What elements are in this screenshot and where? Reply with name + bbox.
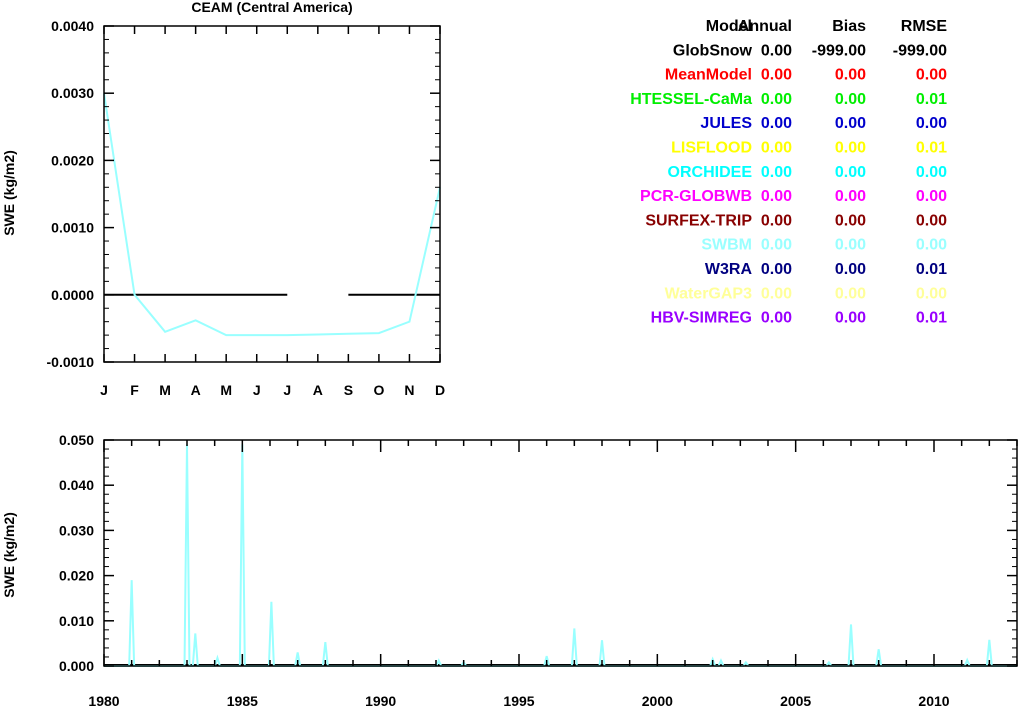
legend-bias: -999.00 bbox=[812, 42, 866, 59]
top-series-group bbox=[103, 93, 441, 337]
legend-model: SURFEX-TRIP bbox=[645, 212, 752, 229]
top-x-tick-label: O bbox=[373, 382, 384, 398]
legend-annual: 0.00 bbox=[761, 285, 792, 302]
top-y-axis-label: SWE (kg/m2) bbox=[1, 150, 17, 236]
legend-model: WaterGAP3 bbox=[665, 285, 753, 302]
bottom-y-tick-label: 0.040 bbox=[59, 477, 94, 493]
top-x-tick-label: M bbox=[159, 382, 171, 398]
top-x-tick-label: D bbox=[435, 382, 445, 398]
legend-annual: 0.00 bbox=[761, 261, 792, 278]
legend-bias: 0.00 bbox=[835, 212, 866, 229]
bottom-plot-frame bbox=[103, 439, 1018, 667]
legend-model: PCR-GLOBWB bbox=[640, 188, 752, 205]
bottom-x-tick-label: 1995 bbox=[503, 693, 534, 709]
legend-rmse: 0.01 bbox=[916, 140, 947, 157]
top-x-tick-label: N bbox=[404, 382, 414, 398]
legend-annual: 0.00 bbox=[761, 115, 792, 132]
bottom-x-tick-label: 2010 bbox=[918, 693, 949, 709]
bottom-x-tick-label: 2000 bbox=[642, 693, 673, 709]
legend-header-rmse: RMSE bbox=[901, 18, 948, 35]
legend-bias: 0.00 bbox=[835, 261, 866, 278]
legend-model: LISFLOOD bbox=[671, 140, 752, 157]
legend-header-bias: Bias bbox=[832, 18, 866, 35]
legend-annual: 0.00 bbox=[761, 67, 792, 84]
legend-model: W3RA bbox=[705, 261, 753, 278]
legend-rmse: 0.00 bbox=[916, 285, 947, 302]
legend-model: HTESSEL-CaMa bbox=[630, 91, 752, 108]
legend-rmse: 0.00 bbox=[916, 237, 947, 254]
top-x-tick-label: J bbox=[283, 382, 291, 398]
bottom-y-tick-label: 0.030 bbox=[59, 522, 94, 538]
chart-title: CEAM (Central America) bbox=[191, 0, 352, 15]
legend-bias: 0.00 bbox=[835, 285, 866, 302]
legend-rmse: 0.00 bbox=[916, 164, 947, 181]
top-x-tick-label: A bbox=[313, 382, 323, 398]
legend-bias: 0.00 bbox=[835, 115, 866, 132]
legend-model: SWBM bbox=[701, 237, 752, 254]
monthly-climatology-chart: CEAM (Central America) SWE (kg/m2) J F M A M… bbox=[1, 0, 445, 398]
top-plot-frame bbox=[103, 25, 441, 363]
legend-rmse: 0.00 bbox=[916, 67, 947, 84]
legend-rmse: 0.01 bbox=[916, 261, 947, 278]
legend-model: JULES bbox=[700, 115, 752, 132]
top-y-tick-label: -0.0010 bbox=[47, 354, 95, 370]
legend-header-annual: Annual bbox=[738, 18, 792, 35]
legend-annual: 0.00 bbox=[761, 42, 792, 59]
bottom-series-line-swbm bbox=[104, 444, 1017, 667]
legend-annual: 0.00 bbox=[761, 164, 792, 181]
top-y-tick-label: 0.0000 bbox=[51, 287, 94, 303]
legend-rmse: 0.00 bbox=[916, 188, 947, 205]
bottom-axes: 1980 1985 1990 1995 2000 2005 2010 0.050 0.040 0.… bbox=[59, 432, 1018, 709]
bottom-y-tick-label: 0.020 bbox=[59, 568, 94, 584]
bottom-x-tick-label: 1990 bbox=[365, 693, 396, 709]
top-y-tick-label: 0.0040 bbox=[51, 18, 94, 34]
top-series-line-swbm-0 bbox=[103, 93, 441, 337]
legend-model: GlobSnow bbox=[673, 42, 753, 59]
bottom-y-tick-label: 0.050 bbox=[59, 432, 94, 448]
legend-model: HBV-SIMREG bbox=[651, 310, 752, 327]
legend-annual: 0.00 bbox=[761, 237, 792, 254]
legend-rmse: 0.01 bbox=[916, 310, 947, 327]
legend-annual: 0.00 bbox=[761, 212, 792, 229]
bottom-y-tick-label: 0.010 bbox=[59, 613, 94, 629]
bottom-y-tick-label: 0.000 bbox=[59, 658, 94, 674]
legend-bias: 0.00 bbox=[835, 164, 866, 181]
legend-bias: 0.00 bbox=[835, 310, 866, 327]
legend-annual: 0.00 bbox=[761, 140, 792, 157]
top-x-tick-label: S bbox=[344, 382, 353, 398]
top-axes: J F M A M J J A S O N D 0.0040 0.0030 0.0020 0.0010 0.00… bbox=[47, 18, 446, 398]
bottom-x-tick-label: 1985 bbox=[227, 693, 258, 709]
top-x-tick-label: J bbox=[100, 382, 108, 398]
legend-header-model: Model bbox=[706, 18, 752, 35]
legend-rmse: -999.00 bbox=[893, 42, 947, 59]
time-series-chart: SWE (kg/m2) 1980 1985 1990 1995 2000 2005 2010… bbox=[1, 432, 1018, 709]
legend-model: ORCHIDEE bbox=[668, 164, 753, 181]
legend-bias: 0.00 bbox=[835, 91, 866, 108]
bottom-series-group bbox=[104, 444, 1017, 667]
legend-bias: 0.00 bbox=[835, 140, 866, 157]
top-y-tick-label: 0.0020 bbox=[51, 152, 94, 168]
bottom-x-tick-label: 2005 bbox=[780, 693, 811, 709]
legend-annual: 0.00 bbox=[761, 91, 792, 108]
legend-rmse: 0.01 bbox=[916, 91, 947, 108]
legend-annual: 0.00 bbox=[761, 310, 792, 327]
legend-rmse: 0.00 bbox=[916, 212, 947, 229]
legend-model: MeanModel bbox=[665, 67, 752, 84]
top-x-tick-label: F bbox=[130, 382, 139, 398]
legend-bias: 0.00 bbox=[835, 237, 866, 254]
bottom-x-tick-label: 1980 bbox=[88, 693, 119, 709]
top-y-tick-label: 0.0010 bbox=[51, 220, 94, 236]
legend-bias: 0.00 bbox=[835, 188, 866, 205]
top-x-tick-label: J bbox=[253, 382, 261, 398]
legend-annual: 0.00 bbox=[761, 188, 792, 205]
legend-bias: 0.00 bbox=[835, 67, 866, 84]
top-y-tick-label: 0.0030 bbox=[51, 85, 94, 101]
top-x-tick-label: A bbox=[191, 382, 201, 398]
top-x-tick-label: M bbox=[220, 382, 232, 398]
bottom-y-axis-label: SWE (kg/m2) bbox=[1, 512, 17, 598]
legend-rmse: 0.00 bbox=[916, 115, 947, 132]
